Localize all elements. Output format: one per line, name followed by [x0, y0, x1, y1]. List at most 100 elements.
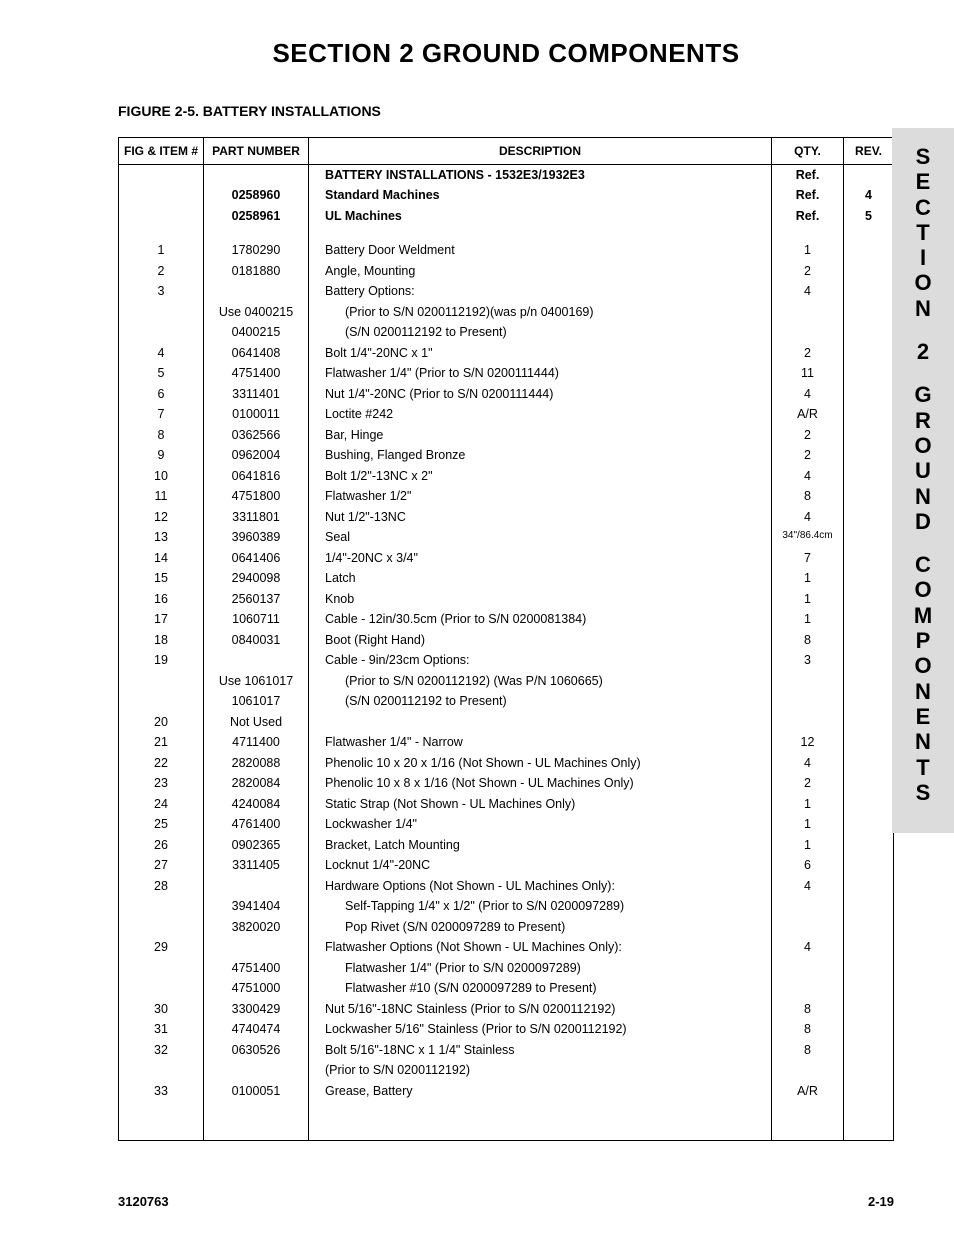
cell-part: 3941404 — [204, 897, 309, 918]
cell-qty: 8 — [772, 1040, 844, 1061]
cell-rev — [844, 446, 894, 467]
cell-qty: 1 — [772, 610, 844, 631]
cell-desc: Bolt 5/16"-18NC x 1 1/4" Stainless — [309, 1040, 772, 1061]
cell-rev — [844, 794, 894, 815]
cell-fig: 19 — [119, 651, 204, 672]
cell-rev — [844, 1040, 894, 1061]
table-row: 80362566Bar, Hinge2 — [119, 425, 894, 446]
cell-part: 4751400 — [204, 958, 309, 979]
cell-qty: 2 — [772, 774, 844, 795]
cell-fig: 25 — [119, 815, 204, 836]
cell-desc: Seal — [309, 528, 772, 549]
cell-qty: 2 — [772, 425, 844, 446]
side-tab-letter: 2 — [892, 339, 954, 364]
table-row: 4751000Flatwasher #10 (S/N 0200097289 to… — [119, 979, 894, 1000]
side-tab-letter: S — [892, 144, 954, 169]
cell-part: 3311801 — [204, 507, 309, 528]
side-tab-letter: I — [892, 245, 954, 270]
cell-fig: 9 — [119, 446, 204, 467]
cell-rev — [844, 630, 894, 651]
cell-part: 0630526 — [204, 1040, 309, 1061]
cell-desc: Pop Rivet (S/N 0200097289 to Present) — [309, 917, 772, 938]
cell-desc: (S/N 0200112192 to Present) — [309, 323, 772, 344]
cell-desc: (Prior to S/N 0200112192) — [309, 1061, 772, 1082]
cell-desc: Lockwasher 5/16" Stainless (Prior to S/N… — [309, 1020, 772, 1041]
cell-rev — [844, 528, 894, 549]
table-row: 123311801Nut 1/2"-13NC4 — [119, 507, 894, 528]
cell-fig: 33 — [119, 1081, 204, 1141]
cell-rev — [844, 671, 894, 692]
cell-desc: BATTERY INSTALLATIONS - 1532E3/1932E3 — [309, 165, 772, 186]
cell-part: 0362566 — [204, 425, 309, 446]
cell-qty: 8 — [772, 630, 844, 651]
cell-qty: 8 — [772, 487, 844, 508]
table-row: 0258961UL MachinesRef.5 — [119, 206, 894, 227]
cell-part: 2820088 — [204, 753, 309, 774]
cell-desc: Nut 1/2"-13NC — [309, 507, 772, 528]
cell-rev — [844, 774, 894, 795]
table-row: 0400215(S/N 0200112192 to Present) — [119, 323, 894, 344]
cell-rev — [844, 856, 894, 877]
cell-part: 0840031 — [204, 630, 309, 651]
table-row: BATTERY INSTALLATIONS - 1532E3/1932E3Ref… — [119, 165, 894, 186]
table-row: 20Not Used — [119, 712, 894, 733]
table-row: 244240084Static Strap (Not Shown - UL Ma… — [119, 794, 894, 815]
side-tab-letter: C — [892, 195, 954, 220]
cell-rev — [844, 999, 894, 1020]
cell-desc: Loctite #242 — [309, 405, 772, 426]
side-tab-letter: G — [892, 382, 954, 407]
cell-desc: Flatwasher #10 (S/N 0200097289 to Presen… — [309, 979, 772, 1000]
side-tab-letter: U — [892, 458, 954, 483]
side-tab-letter: N — [892, 729, 954, 754]
table-row: 54751400Flatwasher 1/4" (Prior to S/N 02… — [119, 364, 894, 385]
table-row: Use 1061017(Prior to S/N 0200112192) (Wa… — [119, 671, 894, 692]
cell-rev — [844, 1081, 894, 1141]
cell-qty: 1 — [772, 241, 844, 262]
cell-fig — [119, 323, 204, 344]
footer-right: 2-19 — [868, 1194, 894, 1209]
cell-desc: Static Strap (Not Shown - UL Machines On… — [309, 794, 772, 815]
side-tab-letter: O — [892, 577, 954, 602]
cell-fig — [119, 979, 204, 1000]
cell-desc: Bolt 1/2"-13NC x 2" — [309, 466, 772, 487]
cell-fig: 4 — [119, 343, 204, 364]
table-row: 232820084Phenolic 10 x 8 x 1/16 (Not Sho… — [119, 774, 894, 795]
cell-part: 3311401 — [204, 384, 309, 405]
cell-fig: 30 — [119, 999, 204, 1020]
cell-fig: 16 — [119, 589, 204, 610]
side-tab-letter: N — [892, 484, 954, 509]
cell-part: 4740474 — [204, 1020, 309, 1041]
cell-part: 2940098 — [204, 569, 309, 590]
cell-part — [204, 1061, 309, 1082]
cell-rev — [844, 466, 894, 487]
cell-rev — [844, 815, 894, 836]
cell-qty — [772, 979, 844, 1000]
side-tab-letter: E — [892, 169, 954, 194]
cell-fig: 13 — [119, 528, 204, 549]
cell-part — [204, 938, 309, 959]
side-tab-letter: N — [892, 679, 954, 704]
cell-fig: 20 — [119, 712, 204, 733]
cell-rev — [844, 425, 894, 446]
cell-part: 4751800 — [204, 487, 309, 508]
table-header-row: FIG & ITEM # PART NUMBER DESCRIPTION QTY… — [119, 138, 894, 165]
cell-qty: A/R — [772, 1081, 844, 1141]
table-row: 11780290Battery Door Weldment1 — [119, 241, 894, 262]
cell-desc: Flatwasher 1/4" (Prior to S/N 0200097289… — [309, 958, 772, 979]
cell-fig — [119, 206, 204, 227]
table-row — [119, 227, 894, 241]
side-tab-letter: S — [892, 780, 954, 805]
cell-rev — [844, 1061, 894, 1082]
table-row: 100641816Bolt 1/2"-13NC x 2"4 — [119, 466, 894, 487]
table-row: 114751800Flatwasher 1/2"8 — [119, 487, 894, 508]
side-tab-letter: T — [892, 220, 954, 245]
cell-fig: 6 — [119, 384, 204, 405]
cell-part: 0902365 — [204, 835, 309, 856]
cell-qty — [772, 917, 844, 938]
cell-rev — [844, 938, 894, 959]
cell-part: Use 0400215 — [204, 302, 309, 323]
cell-rev — [844, 692, 894, 713]
cell-rev: 4 — [844, 186, 894, 207]
cell-part: 0258961 — [204, 206, 309, 227]
cell-part: Not Used — [204, 712, 309, 733]
